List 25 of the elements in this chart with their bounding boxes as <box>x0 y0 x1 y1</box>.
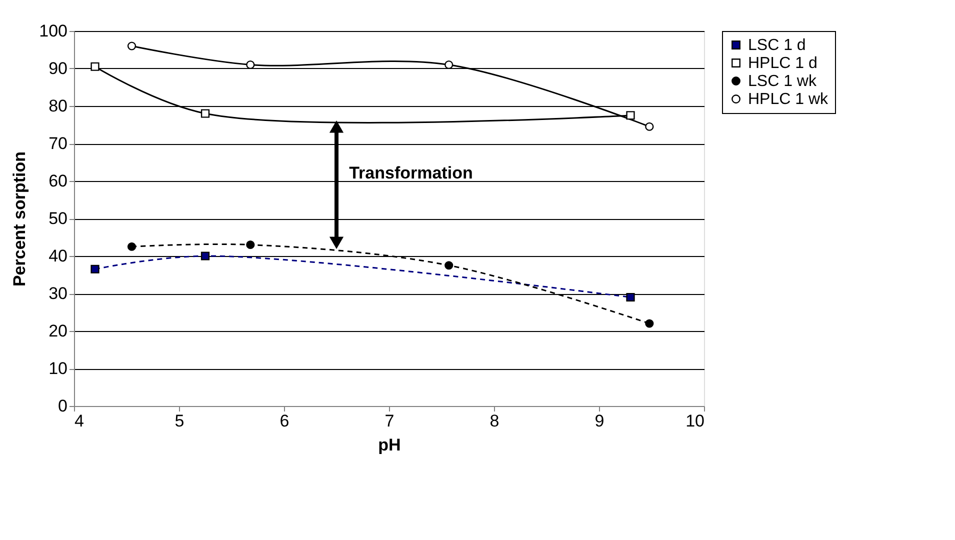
x-tick-label: 10 <box>686 412 704 430</box>
y-tick-label: 10 <box>48 359 68 378</box>
y-axis-title: Percent sorption <box>10 151 30 287</box>
y-tick-label: 0 <box>58 396 68 416</box>
x-tick-label: 7 <box>384 412 394 430</box>
y-tick-label: 80 <box>48 96 68 116</box>
y-tick-label: 100 <box>39 22 68 40</box>
y-tick-label: 90 <box>48 59 68 78</box>
x-tick-label: 6 <box>280 412 290 430</box>
y-tick-label: 50 <box>48 209 68 228</box>
x-axis-title: pH <box>378 436 401 454</box>
legend-label: LSC 1 wk <box>748 73 818 90</box>
legend-label: HPLC 1 d <box>748 55 818 72</box>
x-tick-label: 9 <box>594 412 604 430</box>
y-tick-label: 30 <box>48 284 68 303</box>
legend-label: HPLC 1 wk <box>748 91 830 108</box>
x-tick-label: 4 <box>74 412 84 430</box>
x-tick-label: 5 <box>174 412 184 430</box>
y-tick-label: 40 <box>48 246 68 266</box>
y-tick-label: 70 <box>48 134 68 153</box>
legend-label: LSC 1 d <box>748 37 806 54</box>
y-tick-label: 60 <box>48 172 68 190</box>
y-tick-label: 20 <box>48 322 68 340</box>
x-tick-label: 8 <box>490 412 500 430</box>
annotation: Transformation <box>349 164 473 182</box>
